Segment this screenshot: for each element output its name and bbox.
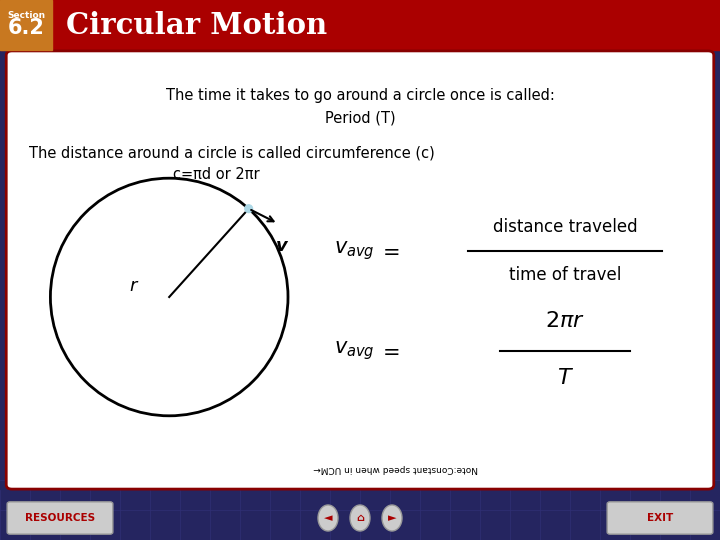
FancyBboxPatch shape: [6, 51, 714, 489]
Text: Note:Constant speed when in UCM←: Note:Constant speed when in UCM←: [314, 464, 478, 472]
Text: $v_{avg}$: $v_{avg}$: [334, 240, 374, 262]
Text: Circular Motion: Circular Motion: [66, 11, 328, 39]
Text: EXIT: EXIT: [647, 513, 673, 523]
Text: time of travel: time of travel: [509, 266, 621, 285]
Text: ◄: ◄: [324, 513, 332, 523]
Text: ⌂: ⌂: [356, 513, 364, 523]
Text: c=πd or 2πr: c=πd or 2πr: [173, 167, 259, 182]
Text: $=$: $=$: [378, 241, 400, 261]
FancyBboxPatch shape: [607, 502, 713, 534]
Text: Section: Section: [7, 11, 45, 20]
Text: $v_{avg}$: $v_{avg}$: [334, 340, 374, 362]
Text: $=$: $=$: [378, 341, 400, 361]
Text: RESOURCES: RESOURCES: [25, 513, 95, 523]
Bar: [0, 0, 52, 50]
Bar: [0, 0, 720, 50]
Text: $2\pi r$: $2\pi r$: [545, 311, 585, 332]
Text: $T$: $T$: [557, 368, 574, 388]
Ellipse shape: [350, 505, 370, 531]
Text: 6.2: 6.2: [8, 18, 45, 38]
Ellipse shape: [318, 505, 338, 531]
Ellipse shape: [382, 505, 402, 531]
Text: distance traveled: distance traveled: [493, 218, 637, 236]
Text: v: v: [276, 237, 287, 255]
Bar: [0, 490, 720, 540]
Text: r: r: [130, 277, 137, 295]
Text: The time it takes to go around a circle once is called:: The time it takes to go around a circle …: [166, 88, 554, 103]
Text: The distance around a circle is called circumference (c): The distance around a circle is called c…: [29, 145, 435, 160]
Ellipse shape: [245, 205, 253, 213]
FancyBboxPatch shape: [7, 502, 113, 534]
Text: ►: ►: [388, 513, 396, 523]
Text: Period (T): Period (T): [325, 110, 395, 125]
